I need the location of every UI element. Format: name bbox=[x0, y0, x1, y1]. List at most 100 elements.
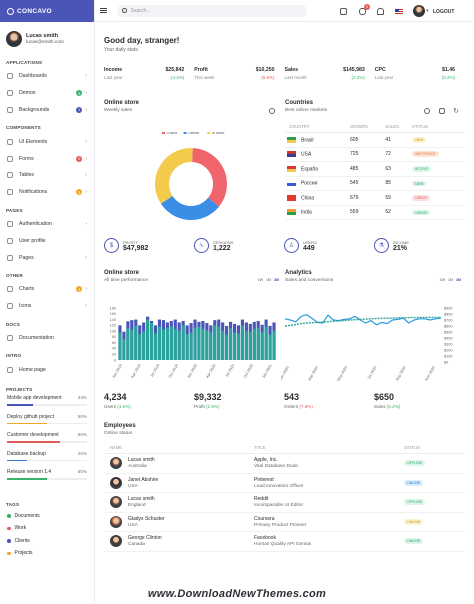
bar-front[interactable] bbox=[272, 330, 276, 360]
bar-front[interactable] bbox=[169, 326, 173, 360]
project-item[interactable]: Database backup 25% bbox=[0, 451, 94, 470]
sidebar-item-charts[interactable]: Charts 4 › bbox=[0, 281, 94, 298]
bar-front[interactable] bbox=[260, 332, 264, 360]
tag-item[interactable]: Clients bbox=[0, 535, 94, 548]
bar-front[interactable] bbox=[138, 334, 142, 360]
table-row[interactable]: George Clinton Canada Facebook Human Qualit… bbox=[104, 531, 465, 552]
project-item[interactable]: Mobile app development 33% bbox=[0, 395, 94, 414]
flag-us-icon[interactable] bbox=[395, 9, 403, 14]
bar-front[interactable] bbox=[264, 326, 268, 360]
bar-front[interactable] bbox=[232, 332, 237, 360]
bar-front[interactable] bbox=[173, 328, 177, 360]
bar-front[interactable] bbox=[189, 332, 193, 360]
sidebar-item-notifications[interactable]: Notifications 3 › bbox=[0, 184, 94, 201]
project-item[interactable]: Deploy github project 50% bbox=[0, 414, 94, 433]
topbar-avatar[interactable] bbox=[413, 5, 425, 17]
bar-front[interactable] bbox=[150, 323, 154, 360]
bell-icon[interactable] bbox=[377, 8, 384, 15]
tag-item[interactable]: Projects bbox=[0, 547, 94, 560]
table-row[interactable]: Россия 545 85 NEW bbox=[285, 176, 465, 192]
project-item[interactable]: Customer development 66% bbox=[0, 432, 94, 451]
user-panel[interactable]: Lucas smith lucas@smith.com bbox=[0, 22, 94, 53]
tag-item[interactable]: Documents bbox=[0, 510, 94, 523]
message-icon[interactable] bbox=[359, 8, 366, 15]
table-row[interactable]: Gladys Schuster USA Coursera Primary Produc… bbox=[104, 512, 465, 532]
bar-front[interactable] bbox=[252, 328, 256, 360]
sidebar-item-backgrounds[interactable]: Backgrounds 1 › bbox=[0, 102, 94, 119]
refresh-icon[interactable]: ↻ bbox=[453, 108, 459, 115]
period-1m[interactable]: 1M bbox=[266, 278, 271, 282]
table-row[interactable]: Janet Abshire USA Pinterest Lead Innovation… bbox=[104, 473, 465, 493]
tag-item[interactable]: Work bbox=[0, 522, 94, 535]
chevron-down-icon[interactable]: ▾ bbox=[426, 8, 429, 14]
bar-front[interactable] bbox=[157, 326, 162, 360]
sidebar-item-demos[interactable]: Demos 5 › bbox=[0, 85, 94, 102]
table-row[interactable]: USA 725 72 IMPORTANT bbox=[285, 147, 465, 163]
table-row[interactable]: China 679 59 GREAT bbox=[285, 190, 465, 206]
bar-front[interactable] bbox=[134, 325, 138, 360]
bar-front[interactable] bbox=[256, 327, 260, 360]
bar-front[interactable] bbox=[197, 326, 201, 360]
pie-slice-in-store[interactable] bbox=[155, 148, 193, 204]
search-input[interactable]: Search... bbox=[117, 4, 307, 17]
bar-front[interactable] bbox=[221, 331, 225, 360]
sidebar-item-ui-elements[interactable]: UI Elements › bbox=[0, 133, 94, 150]
period-3m[interactable]: 3M bbox=[274, 278, 279, 282]
period-selector[interactable]: 1W 1M 3M bbox=[440, 278, 461, 282]
logout-button[interactable]: LOGOUT bbox=[433, 9, 455, 15]
bar-front[interactable] bbox=[146, 319, 150, 360]
bar-front[interactable] bbox=[209, 332, 213, 360]
bar-front[interactable] bbox=[225, 334, 229, 360]
bar-front[interactable] bbox=[201, 328, 205, 360]
box-icon[interactable] bbox=[340, 8, 347, 15]
pie-slice-online[interactable] bbox=[192, 148, 228, 207]
series-line[interactable] bbox=[284, 313, 442, 326]
settings-icon[interactable] bbox=[424, 108, 430, 114]
table-row[interactable]: India 559 52 GREAT bbox=[285, 205, 465, 221]
table-row[interactable]: Lucas smith England Reddit Incomparable UI … bbox=[104, 492, 465, 513]
bar-front[interactable] bbox=[122, 339, 126, 360]
bar-front[interactable] bbox=[142, 331, 146, 360]
bar-front[interactable] bbox=[118, 332, 122, 360]
bar-front[interactable] bbox=[161, 329, 165, 360]
bar-front[interactable] bbox=[193, 327, 197, 360]
series-line[interactable] bbox=[284, 316, 442, 327]
period-1w[interactable]: 1W bbox=[439, 278, 445, 282]
bar-front[interactable] bbox=[181, 325, 185, 360]
bar-front[interactable] bbox=[213, 325, 217, 360]
settings-icon[interactable] bbox=[269, 108, 275, 114]
project-item[interactable]: Release version 1.4 50% bbox=[0, 469, 94, 488]
table-row[interactable]: Lucas smith Australia Apple, Inc. Vital Dat… bbox=[104, 453, 465, 474]
bar-front[interactable] bbox=[126, 328, 130, 360]
filter-icon[interactable] bbox=[439, 108, 445, 114]
table-row[interactable]: España 485 63 ACTIVE bbox=[285, 161, 465, 177]
bar-front[interactable] bbox=[244, 331, 248, 360]
sidebar-item-pages[interactable]: Pages › bbox=[0, 249, 94, 266]
bar-front[interactable] bbox=[165, 327, 169, 360]
sidebar-item-home-page[interactable]: Home page bbox=[0, 361, 94, 378]
bar-front[interactable] bbox=[229, 328, 233, 360]
sidebar-item-icons[interactable]: Icons › bbox=[0, 298, 94, 315]
sidebar-item-forms[interactable]: Forms 2 › bbox=[0, 150, 94, 167]
bar-front[interactable] bbox=[177, 331, 181, 360]
table-row[interactable]: Brasil 605 41 NEW bbox=[285, 132, 465, 148]
brand[interactable]: CONCAVO bbox=[0, 0, 94, 22]
sidebar-item-tables[interactable]: Tables › bbox=[0, 167, 94, 184]
bar-front[interactable] bbox=[240, 325, 244, 360]
bar-front[interactable] bbox=[205, 330, 209, 360]
bar-front[interactable] bbox=[153, 333, 158, 360]
period-3m[interactable]: 3M bbox=[456, 278, 461, 282]
bar-front[interactable] bbox=[130, 329, 134, 360]
bar-front[interactable] bbox=[236, 333, 241, 360]
bar-front[interactable] bbox=[248, 331, 252, 360]
sidebar-item-documentation[interactable]: Documentation bbox=[0, 330, 94, 347]
period-1w[interactable]: 1W bbox=[257, 278, 263, 282]
bar-front[interactable] bbox=[185, 334, 189, 360]
sidebar-item-authentication[interactable]: Authentication › bbox=[0, 216, 94, 233]
pie-slice-offline[interactable] bbox=[160, 196, 220, 220]
bar-front[interactable] bbox=[217, 326, 221, 360]
period-selector[interactable]: 1W 1M 3M bbox=[258, 278, 279, 282]
bar-front[interactable] bbox=[268, 334, 272, 360]
sidebar-item-dashboards[interactable]: Dashboards › bbox=[0, 68, 94, 85]
menu-icon[interactable] bbox=[100, 6, 107, 14]
